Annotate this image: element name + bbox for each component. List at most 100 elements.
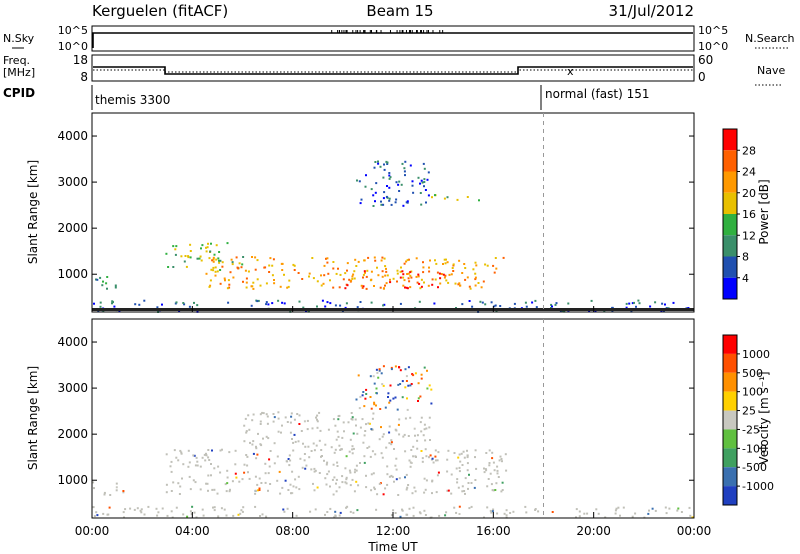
velocity-cell [290, 415, 293, 418]
velocity-cell [378, 368, 381, 371]
power-cell [493, 305, 496, 308]
power-cell [459, 284, 462, 287]
nave-label: Nave [757, 64, 785, 77]
power-cell [394, 201, 397, 204]
velocity-cell [324, 443, 327, 446]
power-cell [380, 203, 383, 206]
power-cell [370, 270, 373, 273]
power-cell [478, 199, 480, 202]
power-cell [308, 275, 310, 278]
velocity-cell [305, 464, 308, 467]
velocity-cell [498, 459, 501, 462]
power-cell [364, 271, 366, 274]
velocity-cell [188, 475, 191, 478]
velocity-cell [345, 506, 348, 509]
power-cell [208, 257, 211, 260]
power-cell [344, 306, 347, 309]
velocity-cell [356, 509, 359, 512]
power-cell [385, 267, 387, 270]
velocity-cell [219, 471, 222, 474]
velocity-cell [487, 478, 490, 480]
velocity-cell [363, 455, 366, 458]
velocity-cell [680, 511, 683, 513]
freq-label-line2: [MHz] [3, 66, 35, 79]
velocity-cell [285, 460, 288, 463]
velocity-cell [429, 439, 431, 441]
velocity-cell [299, 457, 302, 460]
power-colorbar-segment [723, 192, 737, 214]
velocity-cell [333, 516, 336, 519]
velocity-cell [192, 479, 195, 482]
velocity-cell [361, 418, 364, 421]
velocity-cell [332, 418, 335, 421]
power-cell [227, 301, 230, 304]
velocity-cell [430, 388, 433, 391]
velocity-cell [404, 386, 407, 389]
power-cell [219, 259, 222, 262]
velocity-cell [483, 471, 486, 474]
velocity-cell [371, 450, 374, 453]
velocity-colorbar-segment [723, 429, 737, 449]
velocity-cell [444, 514, 447, 517]
power-cell [480, 286, 483, 289]
power-cell [219, 269, 222, 271]
velocity-cell [241, 478, 244, 481]
velocity-cell [466, 469, 469, 472]
velocity-cell [243, 440, 246, 443]
power-cell [212, 269, 215, 272]
power-cell [99, 301, 102, 304]
power-cell [210, 268, 213, 271]
velocity-cell [489, 509, 492, 512]
velocity-cell [318, 439, 321, 442]
velocity-cell [490, 483, 493, 486]
velocity-cell [393, 448, 395, 450]
power-cell [356, 306, 359, 309]
velocity-cell [434, 449, 437, 452]
power-cell [388, 186, 391, 189]
power-cell [242, 256, 245, 258]
power-cell [381, 270, 384, 273]
power-cell [672, 301, 675, 304]
velocity-cell [386, 473, 389, 476]
power-cell [451, 267, 454, 269]
velocity-cell [485, 469, 488, 472]
cpid-segment-1: themis 3300 [95, 93, 170, 107]
power-cell [265, 301, 268, 304]
power-cell [409, 271, 412, 274]
velocity-cell [268, 458, 271, 461]
velocity-cell [333, 476, 336, 479]
power-cell [494, 257, 497, 259]
power-cell [193, 301, 195, 304]
velocity-cell [374, 453, 377, 456]
velocity-cell [414, 490, 417, 493]
power-cell [392, 277, 395, 280]
power-colorbar-tick-label: 24 [742, 166, 756, 179]
velocity-cell [398, 366, 400, 369]
power-cell [250, 304, 253, 307]
velocity-cell [267, 437, 270, 440]
velocity-cell [450, 492, 453, 495]
velocity-cell [492, 508, 495, 511]
power-cell [205, 250, 208, 253]
velocity-cell [388, 401, 391, 404]
power-cell [346, 269, 348, 272]
velocity-cell [177, 482, 180, 485]
power-cell [335, 272, 338, 275]
power-cell [417, 176, 420, 179]
power-cell [405, 260, 408, 263]
velocity-cell [394, 428, 397, 431]
velocity-colorbar-frame [722, 334, 738, 506]
velocity-cell [336, 461, 339, 464]
velocity-cell [372, 472, 375, 475]
velocity-cell [327, 428, 330, 431]
power-cell [481, 301, 484, 304]
velocity-cell [261, 513, 264, 516]
velocity-cell [136, 507, 139, 510]
velocity-cell [122, 511, 125, 514]
power-cell [384, 274, 387, 277]
velocity-cell [262, 437, 264, 440]
power-cell [213, 253, 216, 256]
power-cell [256, 300, 259, 303]
station-title: Kerguelen (fitACF) [92, 2, 228, 20]
